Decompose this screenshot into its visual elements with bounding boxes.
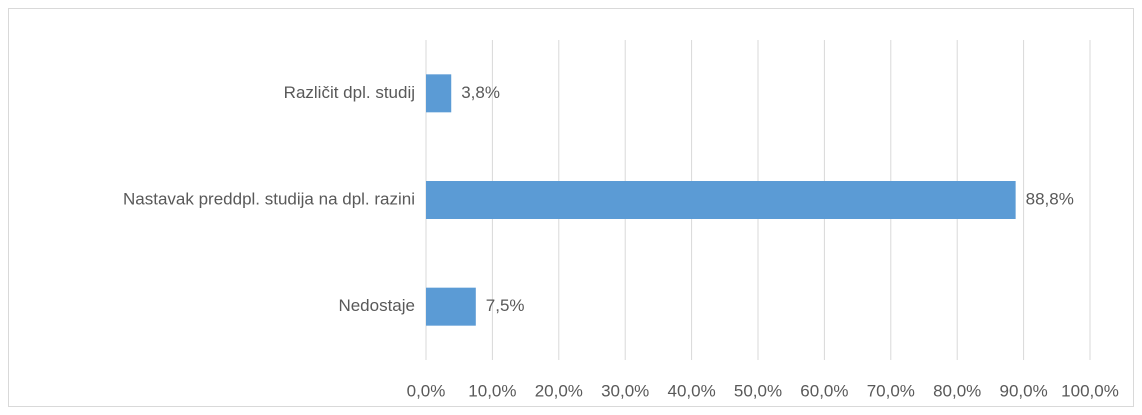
value-label: 88,8% [1026,189,1074,208]
bar [426,74,452,113]
x-tick-label: 100,0% [1061,381,1119,400]
y-tick-label: Različit dpl. studij [284,83,415,102]
x-tick-label: 80,0% [933,381,981,400]
x-tick-label: 40,0% [667,381,715,400]
x-tick-label: 0,0% [407,381,446,400]
y-tick-label: Nastavak preddpl. studija na dpl. razini [123,189,415,208]
value-label: 3,8% [461,83,500,102]
bar [426,287,476,326]
bar [426,181,1016,219]
x-tick-label: 90,0% [999,381,1047,400]
x-tick-label: 20,0% [535,381,583,400]
x-tick-label: 10,0% [468,381,516,400]
y-tick-label: Nedostaje [338,296,415,315]
value-label: 7,5% [486,296,525,315]
x-tick-label: 50,0% [734,381,782,400]
x-tick-label: 60,0% [800,381,848,400]
x-tick-label: 70,0% [867,381,915,400]
x-tick-label: 30,0% [601,381,649,400]
